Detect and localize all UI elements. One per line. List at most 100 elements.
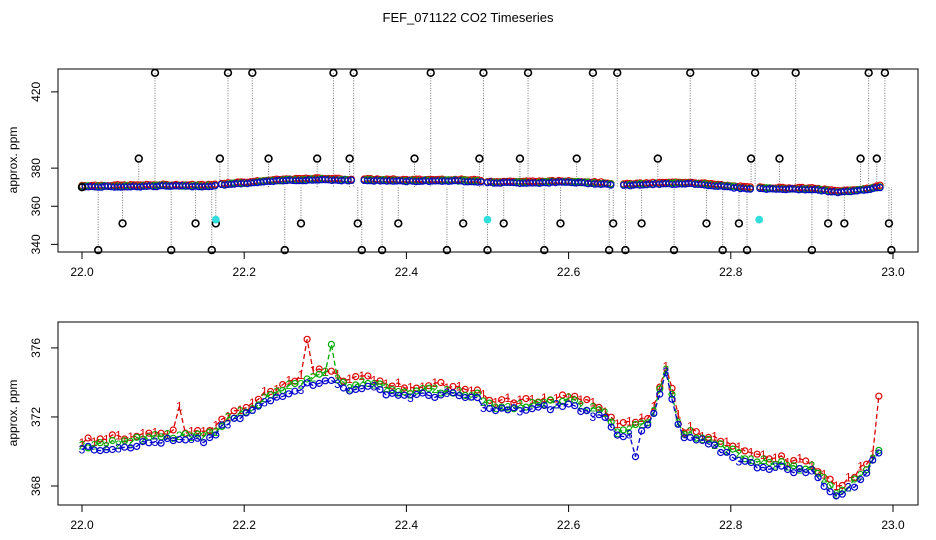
top-xtick-label: 22.2	[233, 265, 257, 279]
series-point-3	[449, 389, 457, 397]
series-label-3: 3	[809, 464, 816, 478]
series-point-3	[492, 407, 500, 415]
series-label-3: 3	[663, 365, 670, 379]
top-ytick-label: 340	[29, 234, 43, 254]
series-label-1: 1	[748, 446, 755, 460]
series-label-3: 3	[553, 398, 560, 412]
series-point-3	[108, 445, 117, 454]
series-label-1: 1	[431, 376, 438, 390]
outlier-point	[515, 154, 525, 163]
series-label-2: 2	[200, 429, 207, 443]
series-label-2: 2	[529, 396, 536, 410]
outlier-point	[329, 68, 338, 78]
series-label-1: 1	[553, 391, 560, 405]
series-label-1: 1	[127, 430, 134, 444]
series-label-2: 2	[480, 395, 487, 409]
series-point-3	[400, 391, 408, 399]
series-label-2: 2	[504, 401, 511, 415]
series-point-3	[327, 376, 335, 384]
series-label-1: 1	[115, 429, 122, 443]
series-label-1: 1	[772, 451, 779, 465]
outlier-point	[775, 154, 784, 163]
series-point-3	[856, 476, 865, 484]
series-label-1: 1	[298, 368, 305, 382]
series-point-2	[96, 439, 104, 447]
series-label-1: 1	[152, 426, 159, 440]
outlier-point	[613, 68, 622, 78]
series-point-1	[790, 457, 798, 465]
series-label-2: 2	[772, 458, 779, 472]
outlier-point	[621, 245, 630, 255]
series-label-2: 2	[736, 446, 743, 460]
series-label-2: 2	[334, 372, 341, 386]
series-label-2: 2	[164, 428, 171, 442]
series-label-1: 1	[723, 435, 730, 449]
series-point-2	[291, 379, 299, 388]
series-point-3	[309, 381, 317, 389]
series-point-3	[425, 391, 433, 399]
series-point-2	[838, 486, 846, 494]
series-label-2: 2	[188, 430, 195, 444]
series-label-3: 3	[590, 410, 597, 424]
series-label-1: 1	[760, 448, 767, 462]
series-label-1: 1	[200, 424, 207, 438]
series-point-2	[777, 458, 786, 466]
series-label-3: 3	[225, 418, 232, 432]
series-label-3: 3	[772, 460, 779, 474]
series-point-1	[96, 435, 104, 443]
series-point-1	[741, 447, 749, 455]
series-label-1: 1	[492, 395, 499, 409]
series-point-3	[723, 448, 731, 456]
series-label-2: 2	[833, 488, 840, 502]
series-label-1: 1	[444, 381, 451, 395]
series-point-3	[540, 401, 548, 409]
outlier-point	[207, 245, 216, 255]
series-point-3	[419, 389, 427, 397]
series-point-3	[631, 453, 640, 461]
series-point-3	[145, 439, 153, 447]
series-label-1: 1	[663, 360, 670, 374]
series-point-3	[668, 395, 676, 403]
series-label-3: 3	[845, 480, 852, 494]
series-point-3	[236, 415, 244, 423]
outlier-point	[458, 219, 468, 228]
series-point-3	[267, 397, 275, 405]
series-label-3: 3	[699, 433, 706, 447]
series-label-2: 2	[626, 423, 633, 437]
series-point-3	[194, 434, 202, 442]
series-label-1: 1	[699, 429, 706, 443]
series-point-2	[704, 435, 713, 443]
series-point-1	[84, 434, 92, 442]
outlier-point	[118, 219, 127, 228]
outlier-point	[884, 219, 894, 228]
bottom-xtick-label: 22.0	[70, 518, 94, 532]
series-label-2: 2	[444, 383, 451, 397]
series-line-2	[81, 344, 880, 496]
outlier-point	[499, 219, 508, 228]
outlier-point	[353, 219, 362, 228]
series-point-1	[230, 407, 238, 415]
outlier-point	[856, 154, 865, 163]
series-point-3	[850, 483, 859, 491]
bottom-ytick-label: 376	[29, 338, 43, 358]
bottom-marks: 1 1 1 1 1 1 1 111 1 11 111 11 1 1 1 1 1 1 1 1 1 1 1 1 1 1 1 11 1 1 1 1 1…	[79, 335, 883, 502]
series-label-2: 2	[723, 444, 730, 458]
series-point-3	[212, 431, 220, 439]
series-point-2	[631, 420, 640, 429]
series-label-1: 1	[626, 414, 633, 428]
series-point-3	[826, 488, 834, 496]
series-label-1: 1	[237, 403, 244, 417]
series-label-2: 2	[225, 411, 232, 425]
series-label-2: 2	[602, 406, 609, 420]
series-point-3	[218, 421, 226, 429]
outlier-point	[807, 245, 817, 255]
outlier-point	[394, 219, 403, 228]
series-point-2	[790, 462, 798, 470]
outlier-point	[556, 219, 565, 228]
top-ytick-label: 360	[29, 196, 43, 216]
top-marks	[77, 68, 896, 255]
outlier-point	[223, 68, 233, 78]
series-point-3	[814, 474, 822, 482]
series-point-3	[504, 406, 512, 414]
